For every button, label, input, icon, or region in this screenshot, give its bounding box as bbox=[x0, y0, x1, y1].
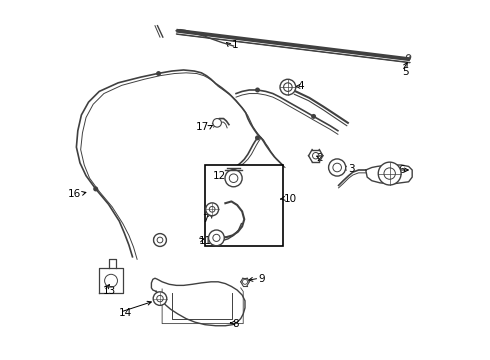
Text: 9: 9 bbox=[259, 274, 265, 284]
Text: 14: 14 bbox=[119, 308, 132, 318]
Circle shape bbox=[378, 162, 401, 185]
Circle shape bbox=[209, 230, 224, 246]
Circle shape bbox=[284, 83, 292, 91]
Text: 8: 8 bbox=[232, 319, 239, 329]
Circle shape bbox=[153, 234, 167, 247]
Text: 11: 11 bbox=[199, 236, 213, 246]
Circle shape bbox=[213, 118, 221, 127]
Text: 6: 6 bbox=[398, 165, 405, 175]
Circle shape bbox=[333, 163, 342, 172]
Polygon shape bbox=[151, 278, 245, 326]
Circle shape bbox=[213, 234, 220, 242]
Circle shape bbox=[225, 170, 242, 187]
Circle shape bbox=[280, 79, 296, 95]
Circle shape bbox=[311, 114, 316, 119]
Circle shape bbox=[156, 71, 161, 76]
Text: 1: 1 bbox=[231, 40, 238, 50]
Polygon shape bbox=[366, 165, 412, 184]
Text: 16: 16 bbox=[68, 189, 81, 199]
Text: 12: 12 bbox=[213, 171, 226, 181]
Text: 7: 7 bbox=[202, 214, 209, 224]
Circle shape bbox=[93, 186, 98, 192]
Text: 4: 4 bbox=[298, 81, 304, 91]
Circle shape bbox=[255, 87, 260, 93]
Text: 15: 15 bbox=[155, 236, 168, 246]
Circle shape bbox=[157, 296, 163, 302]
Polygon shape bbox=[99, 268, 123, 293]
Text: 3: 3 bbox=[348, 164, 355, 174]
Circle shape bbox=[255, 135, 260, 140]
Text: 5: 5 bbox=[402, 67, 409, 77]
Circle shape bbox=[329, 159, 346, 176]
Circle shape bbox=[229, 174, 238, 183]
Circle shape bbox=[153, 292, 167, 305]
Text: 2: 2 bbox=[317, 153, 323, 163]
Bar bbox=[205, 165, 283, 246]
Text: 10: 10 bbox=[284, 194, 297, 203]
Circle shape bbox=[206, 203, 219, 216]
Text: 13: 13 bbox=[103, 287, 116, 296]
Circle shape bbox=[384, 168, 395, 179]
Text: 17: 17 bbox=[196, 122, 209, 132]
